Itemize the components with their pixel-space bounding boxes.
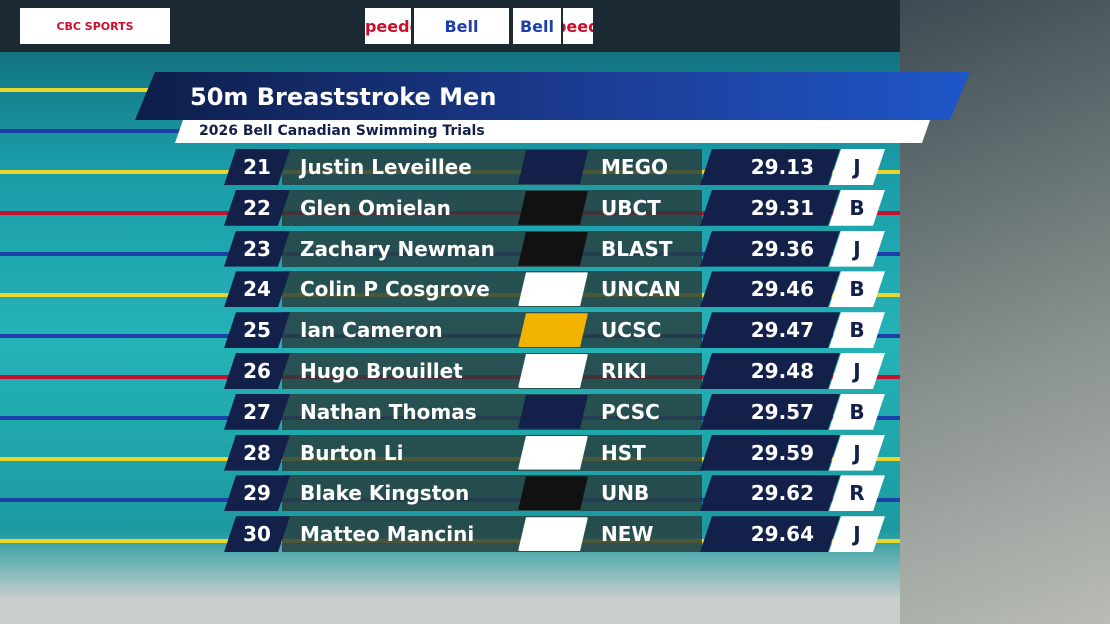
- club-logo: [518, 395, 588, 429]
- time: 29.46: [700, 271, 840, 307]
- subtitle-banner: 2026 Bell Canadian Swimming Trials: [175, 120, 930, 143]
- club-logo: [518, 476, 588, 510]
- rank: 29: [224, 475, 290, 511]
- swimmer-name: Hugo Brouillet: [300, 359, 463, 383]
- club-logo: [518, 272, 588, 306]
- row-background: [282, 189, 702, 226]
- row-background: [282, 475, 702, 512]
- swimmer-name: Matteo Mancini: [300, 522, 475, 547]
- sponsor-banner: speedo: [365, 8, 411, 44]
- swimmer-name: Ian Cameron: [300, 318, 443, 343]
- club-code: BLAST: [601, 236, 673, 261]
- club-logo: [518, 313, 588, 347]
- sponsor-banner: CBC SPORTS: [20, 8, 170, 44]
- time: 29.36: [700, 231, 840, 267]
- time: 29.62: [700, 475, 840, 511]
- club-code: RIKI: [601, 359, 647, 383]
- club-logo: [518, 232, 588, 266]
- time: 29.64: [700, 516, 840, 552]
- rank: 23: [224, 231, 290, 267]
- swimmer-name: Nathan Thomas: [300, 399, 477, 424]
- rank: 25: [224, 312, 290, 348]
- club-code: UCSC: [601, 318, 662, 343]
- time: 29.31: [700, 190, 840, 226]
- swimmer-name: Burton Li: [300, 440, 404, 465]
- title-banner: 50m Breaststroke Men: [135, 72, 970, 120]
- row-background: [282, 312, 702, 349]
- club-logo: [518, 150, 588, 184]
- row-background: [282, 393, 702, 430]
- club-code: NEW: [601, 522, 654, 547]
- time: 29.13: [700, 149, 840, 185]
- club-logo: [518, 354, 588, 388]
- title: 50m Breaststroke Men: [190, 83, 497, 111]
- rank: 27: [224, 394, 290, 430]
- swimmer-name: Colin P Cosgrove: [300, 277, 490, 302]
- sponsor-banner: speedo: [563, 8, 593, 44]
- rank: 24: [224, 271, 290, 307]
- swimmer-name: Justin Leveillee: [300, 155, 472, 179]
- sponsor-banner: Bell: [414, 8, 509, 44]
- club-logo: [518, 191, 588, 225]
- club-logo: [518, 517, 588, 551]
- time: 29.57: [700, 394, 840, 430]
- club-code: HST: [601, 440, 646, 465]
- rank: 26: [224, 353, 290, 389]
- club-code: UNCAN: [601, 277, 681, 302]
- time: 29.48: [700, 353, 840, 389]
- club-code: PCSC: [601, 399, 660, 424]
- row-background: [282, 434, 702, 471]
- club-code: MEGO: [601, 155, 668, 179]
- row-background: [282, 353, 702, 389]
- rank: 30: [224, 516, 290, 552]
- swimmer-name: Glen Omielan: [300, 195, 451, 220]
- row-background: [282, 271, 702, 308]
- rank: 22: [224, 190, 290, 226]
- row-background: [282, 230, 702, 267]
- swimmer-name: Zachary Newman: [300, 236, 495, 261]
- club-code: UBCT: [601, 195, 661, 220]
- club-logo: [518, 436, 588, 470]
- subtitle: 2026 Bell Canadian Swimming Trials: [199, 123, 485, 139]
- club-code: UNB: [601, 481, 650, 506]
- rank: 21: [224, 149, 290, 185]
- swimmer-name: Blake Kingston: [300, 481, 470, 506]
- rank: 28: [224, 435, 290, 471]
- time: 29.47: [700, 312, 840, 348]
- sponsor-banner: Bell: [513, 8, 561, 44]
- row-background: [282, 149, 702, 185]
- time: 29.59: [700, 435, 840, 471]
- row-background: [282, 516, 702, 553]
